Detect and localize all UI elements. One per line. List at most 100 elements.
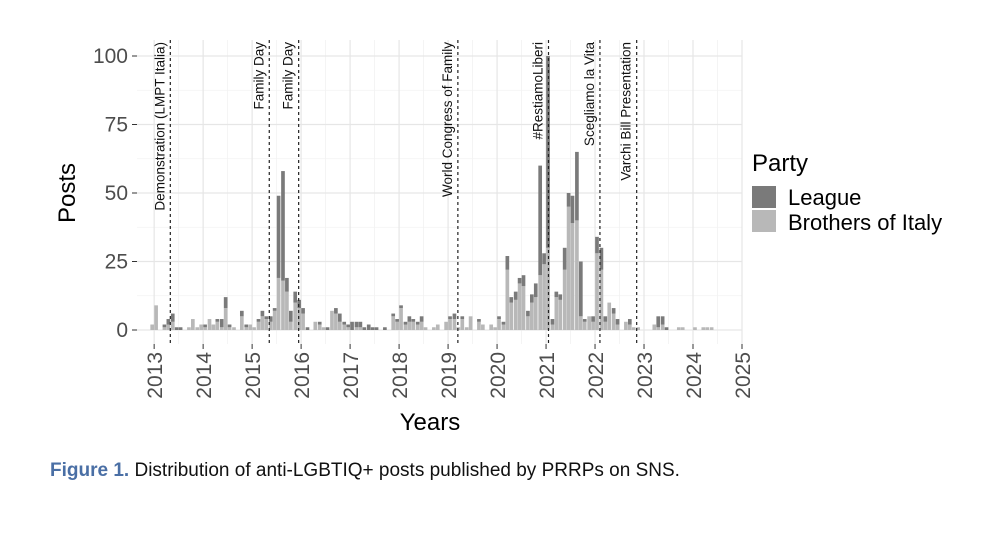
bar-league [350,321,354,330]
event-label: Scegliamo la Vita [582,42,597,147]
bar-league [550,319,555,325]
bar-league [615,319,620,325]
x-tick-label: 2025 [732,352,755,399]
bar-league [497,316,501,320]
bar-league [570,195,575,224]
bar-brothers-of-italy [399,308,403,330]
x-tick-label: 2023 [634,352,657,399]
bar-brothers-of-italy [423,327,428,330]
bar-league [239,310,244,317]
bar-league [599,247,604,270]
bar-brothers-of-italy [578,316,583,330]
bar-league [374,327,379,330]
bar-league [509,297,514,303]
bar-brothers-of-italy [493,327,497,330]
bar-brothers-of-italy [337,321,342,330]
bar-brothers-of-italy [207,319,212,330]
bar-brothers-of-italy [415,324,420,330]
bar-league [358,321,363,328]
bar-league [301,308,305,314]
bar-brothers-of-italy [489,324,494,330]
bar-league [558,294,563,300]
bar-brothers-of-italy [268,321,273,330]
bar-league [530,294,534,303]
bar-brothers-of-italy [330,310,334,330]
bar-brothers-of-italy [154,305,158,330]
bar-league [546,56,550,248]
bar-brothers-of-italy [562,269,567,330]
bar-league [411,319,416,322]
bar-brothers-of-italy [260,316,265,330]
x-tick-label: 2022 [585,352,608,399]
x-tick-label: 2013 [144,352,167,399]
bar-league [170,313,175,322]
bar-league [244,324,249,328]
bar-league [578,261,583,317]
bar-league [395,319,399,322]
bar-brothers-of-italy [444,321,448,330]
bar-brothers-of-italy [219,327,224,330]
bar-league [656,316,661,328]
bar-league [281,171,285,281]
legend-swatch-league [752,186,776,208]
bar-brothers-of-italy [358,327,363,330]
bar-brothers-of-italy [680,327,685,330]
y-tick-label: 100 [93,45,128,68]
bar-brothers-of-italy [607,302,612,330]
bar-brothers-of-italy [530,302,534,330]
bar-brothers-of-italy [232,327,236,330]
bar-league [354,321,359,328]
y-axis-title: Posts [54,163,81,223]
bar-league [334,308,338,314]
bar-brothers-of-italy [550,324,555,330]
bar-league [166,319,171,325]
bar-league [582,319,587,322]
bar-brothers-of-italy [407,321,412,330]
bar-league [337,313,342,322]
bar-brothers-of-italy [432,327,436,330]
event-label: #RestiamoLiberi [530,42,545,140]
bar-brothers-of-italy [191,319,195,330]
bar-brothers-of-italy [554,297,559,330]
bar-brothers-of-italy [693,327,697,330]
bar-league [460,316,465,320]
bar-league [260,310,265,317]
gridlines [137,40,743,344]
bar-brothers-of-italy [285,291,289,330]
legend: Party League Brothers of Italy [752,150,942,235]
bar-brothers-of-italy [346,327,350,330]
x-tick-label: 2017 [340,352,363,399]
legend-title: Party [752,150,808,177]
bar-league [297,299,301,309]
bar-league [276,195,281,278]
bar-brothers-of-italy [570,223,575,330]
bar-league [533,283,538,298]
bar-brothers-of-italy [297,308,301,330]
bar-brothers-of-italy [538,275,543,330]
bar-league [603,316,608,322]
chart: Demonstration (LMPT Italia) Family Day Fam… [54,40,942,436]
bar-brothers-of-italy [252,327,256,330]
bar-league [383,327,387,330]
bar-brothers-of-italy [591,321,595,330]
bar-league [223,297,228,309]
x-tick-label: 2019 [438,352,461,399]
bar-league [452,313,457,320]
bar-league [403,321,408,325]
bar-league [370,327,375,330]
bar-brothers-of-italy [624,321,628,330]
bar-league [215,319,220,322]
bar-league [256,319,261,322]
bar-league [611,308,616,314]
bar-league [419,316,424,322]
bar-brothers-of-italy [501,324,506,330]
bar-brothers-of-italy [582,321,587,330]
bar-brothers-of-italy [411,321,416,330]
event-label: Family Day [281,42,296,110]
bar-brothers-of-italy [477,321,481,330]
bar-brothers-of-italy [509,302,514,330]
bar-league [521,275,526,287]
bar-league [660,316,665,325]
bar-league [293,291,298,303]
figure-caption: Figure 1. Distribution of anti-LGBTIQ+ p… [50,460,680,482]
